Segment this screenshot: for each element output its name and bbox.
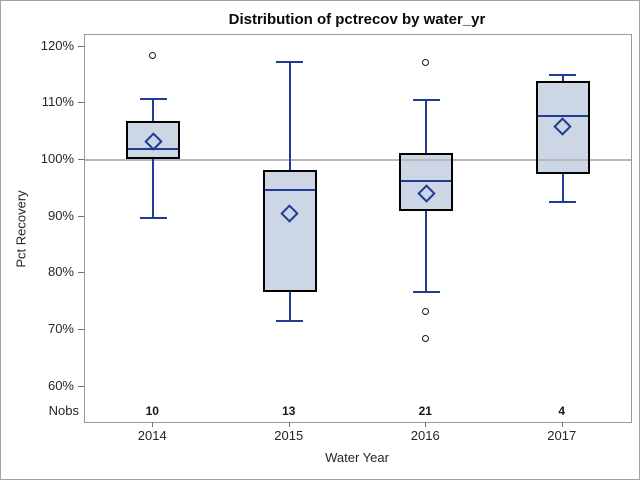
whisker-lower-2015 xyxy=(288,291,291,322)
y-tick-60 xyxy=(78,385,84,387)
y-tick-label-100: 100% xyxy=(40,150,74,166)
reference-line-100pct xyxy=(85,158,631,161)
y-tick-label-90: 90% xyxy=(47,207,74,223)
x-tick-label-2015: 2015 xyxy=(274,428,304,443)
outlier-2014-1 xyxy=(149,51,157,59)
outlier-2016-1 xyxy=(422,58,430,66)
y-tick-70 xyxy=(78,328,84,330)
box-2017 xyxy=(535,81,590,174)
y-tick-120 xyxy=(78,45,84,47)
whisker-cap-bottom-2016 xyxy=(412,291,440,294)
whisker-cap-bottom-2014 xyxy=(139,216,167,219)
x-tick-label-2014: 2014 xyxy=(137,428,167,443)
y-tick-label-70: 70% xyxy=(47,320,74,336)
whisker-lower-2017 xyxy=(561,174,564,203)
y-tick-80 xyxy=(78,272,84,274)
whisker-upper-2015 xyxy=(288,62,291,171)
whisker-cap-bottom-2017 xyxy=(549,201,577,204)
x-tick-label-2017: 2017 xyxy=(547,428,577,443)
x-tick-2017 xyxy=(561,422,563,427)
box-2014 xyxy=(126,120,181,159)
x-axis-title: Water Year xyxy=(325,450,389,465)
y-tick-label-60: 60% xyxy=(47,377,74,393)
whisker-upper-2014 xyxy=(152,99,155,121)
y-tick-label-120: 120% xyxy=(40,37,74,53)
whisker-lower-2016 xyxy=(425,210,428,293)
y-tick-90 xyxy=(78,215,84,217)
y-tick-label-110: 110% xyxy=(41,94,74,110)
x-tick-2014 xyxy=(152,422,154,427)
whisker-cap-bottom-2015 xyxy=(276,320,304,323)
x-tick-2016 xyxy=(425,422,427,427)
nobs-2015: 13 xyxy=(282,404,296,418)
whisker-upper-2016 xyxy=(425,99,428,154)
plot-area xyxy=(84,34,632,423)
x-tick-2015 xyxy=(288,422,290,427)
outlier-2016-3 xyxy=(422,334,430,342)
whisker-lower-2014 xyxy=(152,158,155,218)
nobs-2016: 21 xyxy=(418,404,432,418)
y-axis-title: Pct Recovery xyxy=(13,190,29,268)
box-border-2015 xyxy=(262,170,317,292)
box-border-2017 xyxy=(535,81,590,174)
box-border-2016 xyxy=(399,153,454,211)
outlier-2016-2 xyxy=(422,307,430,315)
y-tick-100 xyxy=(78,158,84,160)
whisker-cap-top-2017 xyxy=(549,73,577,76)
whisker-upper-2017 xyxy=(561,74,564,82)
median-line-2016 xyxy=(401,180,452,183)
nobs-row-label: Nobs xyxy=(48,403,79,418)
median-line-2015 xyxy=(264,188,315,191)
x-tick-label-2016: 2016 xyxy=(410,428,440,443)
median-line-2014 xyxy=(128,147,179,150)
whisker-cap-top-2015 xyxy=(276,61,304,64)
nobs-2017: 4 xyxy=(558,404,566,418)
y-tick-label-80: 80% xyxy=(47,264,74,280)
whisker-cap-top-2016 xyxy=(412,98,440,101)
nobs-2014: 10 xyxy=(145,404,159,418)
median-line-2017 xyxy=(537,115,588,118)
y-tick-110 xyxy=(78,102,84,104)
box-border-2014 xyxy=(126,120,181,159)
whisker-cap-top-2014 xyxy=(139,98,167,101)
chart-title: Distribution of pctrecov by water_yr xyxy=(228,11,486,28)
